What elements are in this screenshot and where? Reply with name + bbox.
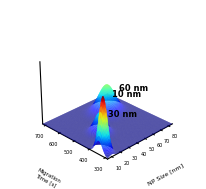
- X-axis label: NP Size [nm]: NP Size [nm]: [146, 163, 184, 186]
- Y-axis label: Migration
Time [s]: Migration Time [s]: [33, 167, 61, 189]
